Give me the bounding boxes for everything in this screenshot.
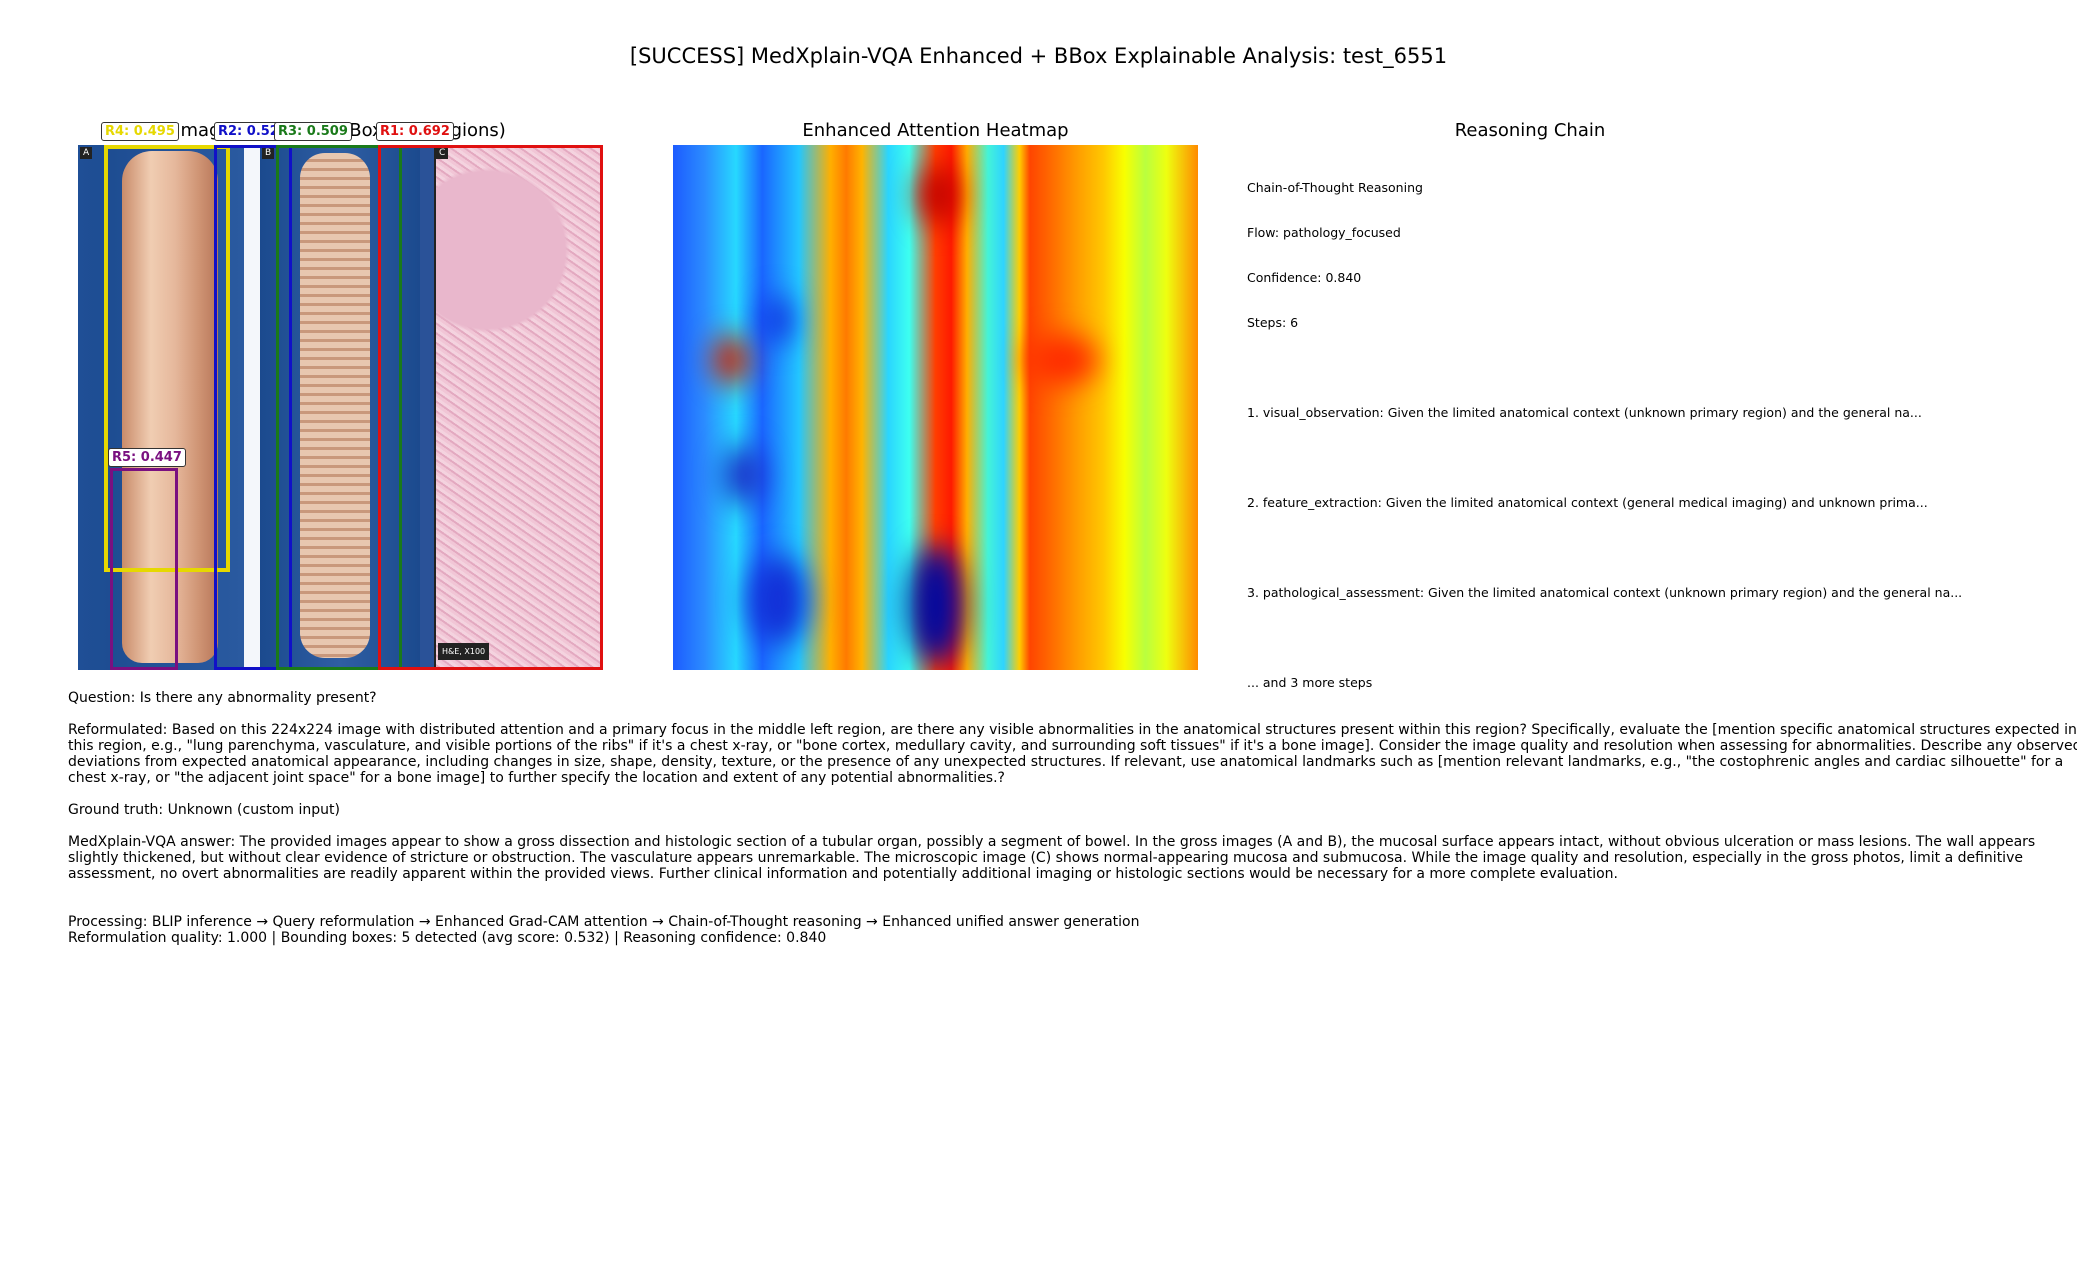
heatmap-coldspot — [723, 445, 763, 505]
ground-truth-text: Ground truth: Unknown (custom input) — [68, 802, 340, 818]
reasoning-more: ... and 3 more steps — [1247, 675, 1373, 690]
answer-line: assessment, no overt abnormalities are r… — [68, 866, 1618, 882]
reformulated-text: Reformulated: Based on this 224x224 imag… — [68, 722, 2077, 786]
histology-section-c — [434, 145, 603, 670]
reformulated-line: chest x-ray, or "the adjacent joint spac… — [68, 770, 1005, 786]
image-divider — [244, 145, 260, 670]
heatmap-hotspot — [918, 165, 958, 225]
reasoning-flow: Flow: pathology_focused — [1247, 225, 1401, 240]
question-text: Question: Is there any abnormality prese… — [68, 690, 377, 706]
attention-heatmap — [673, 145, 1198, 670]
reformulated-line: this region, e.g., "lung parenchyma, vas… — [68, 738, 2077, 754]
gross-specimen-b — [300, 153, 370, 658]
reasoning-confidence: Confidence: 0.840 — [1247, 270, 1362, 285]
reasoning-panel-title: Reasoning Chain — [1454, 120, 1606, 141]
bbox-label-r3: R3: 0.509 — [274, 122, 352, 141]
bbox-r1 — [378, 145, 603, 670]
subfigure-tag-b: B — [262, 147, 275, 159]
reasoning-step: 2. feature_extraction: Given the limited… — [1247, 495, 1928, 510]
medical-image: A B C H&E, X100 — [78, 145, 603, 670]
bbox-label-r2: R2: 0.523 — [214, 122, 292, 141]
reasoning-header: Chain-of-Thought Reasoning — [1247, 180, 1423, 195]
bbox-label-r1: R1: 0.692 — [376, 122, 454, 141]
figure-title: [SUCCESS] MedXplain-VQA Enhanced + BBox … — [629, 44, 1448, 68]
answer-line: MedXplain-VQA answer: The provided image… — [68, 834, 2036, 850]
reasoning-steps: Steps: 6 — [1247, 315, 1299, 330]
answer-line: slightly thickened, but without clear ev… — [68, 850, 2023, 866]
gross-specimen-a — [122, 151, 218, 663]
heatmap-coldspot — [748, 555, 808, 645]
bbox-r2 — [214, 145, 292, 670]
bbox-r4 — [104, 145, 230, 572]
analysis-text-block: Question: Is there any abnormality prese… — [68, 690, 2077, 946]
processing-text: Processing: BLIP inference → Query refor… — [68, 914, 1140, 930]
heatmap-coldspot — [763, 295, 793, 345]
subfigure-tag-c: C — [436, 147, 449, 159]
reformulated-line: Reformulated: Based on this 224x224 imag… — [68, 722, 2077, 738]
bbox-r5 — [110, 468, 178, 670]
heatmap-hotspot — [713, 335, 749, 385]
bbox-r3 — [276, 145, 402, 670]
bbox-label-r4: R4: 0.495 — [101, 122, 179, 141]
heatmap-hotspot — [1028, 335, 1098, 385]
reasoning-step: 1. visual_observation: Given the limited… — [1247, 405, 1922, 420]
reasoning-chain-text: Chain-of-Thought Reasoning Flow: patholo… — [1247, 150, 1962, 705]
subfigure-tag-a: A — [80, 147, 93, 159]
metrics-text: Reformulation quality: 1.000 | Bounding … — [68, 930, 827, 946]
reformulated-line: deviations from expected anatomical appe… — [68, 754, 2064, 770]
answer-text: MedXplain-VQA answer: The provided image… — [68, 834, 2068, 882]
reasoning-step: 3. pathological_assessment: Given the li… — [1247, 585, 1963, 600]
bbox-label-r5: R5: 0.447 — [108, 448, 186, 467]
heatmap-coldspot — [908, 545, 963, 665]
heatmap-panel-title: Enhanced Attention Heatmap — [802, 120, 1069, 141]
scale-tag: H&E, X100 — [438, 643, 490, 660]
